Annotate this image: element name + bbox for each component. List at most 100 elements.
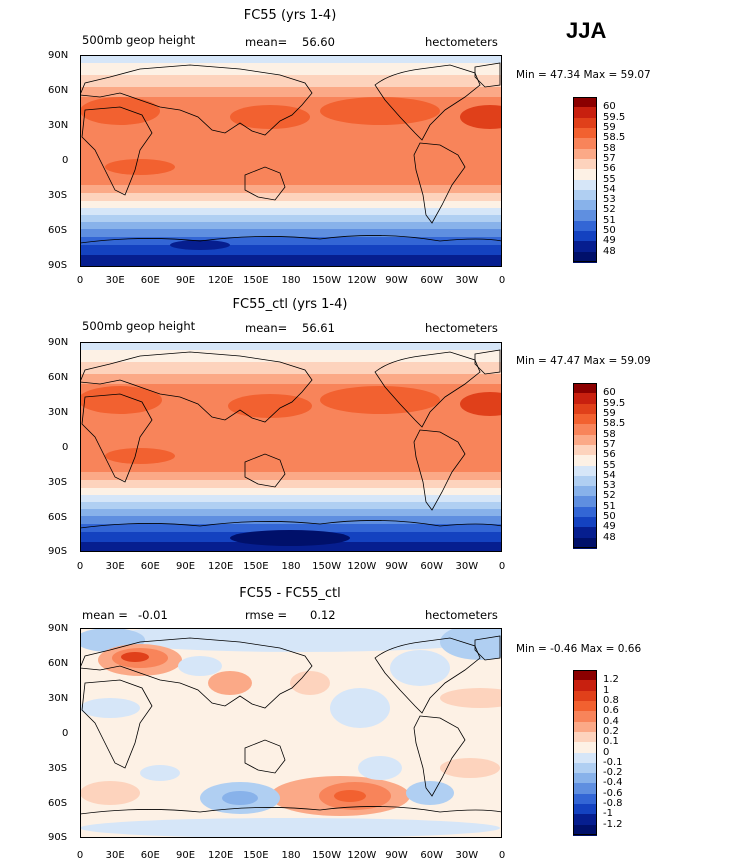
coastline-australia <box>244 166 286 201</box>
colorbar-swatch <box>573 814 597 826</box>
field-band <box>80 208 502 215</box>
colorbar-label: -0.6 <box>603 787 623 799</box>
colorbar-swatch <box>573 424 597 436</box>
coastline-australia <box>244 453 286 488</box>
field-anomaly <box>80 386 162 414</box>
variable-label: 500mb geop height <box>82 33 196 47</box>
mean-value: 56.60 <box>302 35 335 49</box>
x-tick: 60E <box>140 850 160 861</box>
colorbar-swatch <box>573 752 597 764</box>
field-band <box>80 488 502 495</box>
field-band <box>80 215 502 222</box>
field-band <box>80 63 502 75</box>
field-anomaly <box>222 791 258 805</box>
min-max-label: Min = -0.46 Max = 0.66 <box>516 643 642 655</box>
coastline-south-america <box>413 715 466 797</box>
mean-label: mean = <box>82 608 128 622</box>
panel-title: FC55_ctl (yrs 1-4) <box>232 297 348 312</box>
mean-value: -0.01 <box>138 608 168 622</box>
colorbar-label: 59 <box>603 121 616 133</box>
x-tick: 0 <box>76 850 84 861</box>
colorbar <box>573 383 597 549</box>
colorbar-swatch <box>573 824 597 836</box>
x-tick: 30E <box>105 850 125 861</box>
colorbar-label: 54 <box>603 469 616 481</box>
colorbar-label: 49 <box>603 521 616 533</box>
x-tick: 60E <box>140 275 160 286</box>
colorbar-swatch <box>573 251 597 263</box>
coastline-antarctica <box>80 520 502 529</box>
mean-value: 56.61 <box>302 321 335 335</box>
colorbar-swatch <box>573 517 597 528</box>
colorbar-label: 48 <box>603 531 616 543</box>
field-band <box>80 193 502 201</box>
colorbar-swatch <box>573 200 597 211</box>
colorbar-label: -0.1 <box>603 756 623 768</box>
colorbar-swatch <box>573 690 597 702</box>
units-label: hectometers <box>425 35 498 49</box>
x-tick: 180 <box>281 561 301 572</box>
colorbar-swatch <box>573 189 597 201</box>
field-band <box>80 542 502 552</box>
field-band <box>80 350 502 362</box>
min-max-label: Min = 47.47 Max = 59.09 <box>516 355 651 367</box>
min-max-label: Min = 47.34 Max = 59.07 <box>516 69 651 81</box>
colorbar-label: 58 <box>603 428 616 440</box>
colorbar-swatch <box>573 231 597 242</box>
colorbar-swatch <box>573 783 597 795</box>
field-band <box>80 472 502 480</box>
colorbar-label: -0.2 <box>603 767 623 779</box>
y-tick: 0 <box>62 442 69 453</box>
rmse-value: 0.12 <box>310 608 336 622</box>
coastline-africa <box>81 393 153 483</box>
colorbar-swatch <box>573 496 597 508</box>
x-tick: 150E <box>243 561 269 572</box>
field-anomaly <box>230 105 310 129</box>
field-band <box>80 524 502 532</box>
x-tick: 30W <box>455 850 479 861</box>
colorbar-swatch <box>573 527 597 539</box>
field-band <box>80 55 502 63</box>
field-band <box>80 480 502 488</box>
colorbar-swatch <box>573 179 597 191</box>
coastline-greenland <box>474 62 501 88</box>
coastline-australia <box>244 739 286 774</box>
y-tick: 90N <box>48 337 69 348</box>
x-tick: 30E <box>105 561 125 572</box>
colorbar-swatch <box>573 680 597 692</box>
colorbar-swatch <box>573 158 597 170</box>
colorbar-label: 54 <box>603 183 616 195</box>
x-tick: 0 <box>76 275 84 286</box>
units-label: hectometers <box>425 608 498 622</box>
colorbar-label: 58.5 <box>603 132 626 144</box>
field-anomaly <box>320 97 440 125</box>
x-tick: 90W <box>385 850 408 861</box>
colorbar-label: -1.2 <box>603 818 623 830</box>
colorbar-swatch <box>573 670 597 681</box>
field-anomaly <box>290 671 330 695</box>
colorbar-label: 58 <box>603 142 616 154</box>
field-anomaly <box>230 530 350 546</box>
field-band <box>80 87 502 97</box>
coastline-south-america <box>413 429 466 511</box>
field-anomaly <box>80 781 140 805</box>
variable-label: 500mb geop height <box>82 319 196 333</box>
colorbar-swatch <box>573 506 597 518</box>
x-tick: 180 <box>281 275 301 286</box>
field-band <box>80 509 502 516</box>
colorbar-swatch <box>573 804 597 815</box>
colorbar-swatch <box>573 721 597 733</box>
coastline-africa <box>81 679 153 769</box>
y-tick: 60S <box>48 798 68 809</box>
x-tick: 0 <box>498 850 506 861</box>
colorbar-label: 49 <box>603 235 616 247</box>
field-anomaly <box>440 688 502 708</box>
colorbar-swatch <box>573 486 597 497</box>
field-anomaly <box>105 159 175 175</box>
field-band <box>80 229 502 237</box>
y-tick: 60S <box>48 225 68 236</box>
colorbar-label: 48 <box>603 245 616 257</box>
colorbar-swatch <box>573 773 597 784</box>
x-tick: 0 <box>498 275 506 286</box>
y-tick: 60S <box>48 512 68 523</box>
